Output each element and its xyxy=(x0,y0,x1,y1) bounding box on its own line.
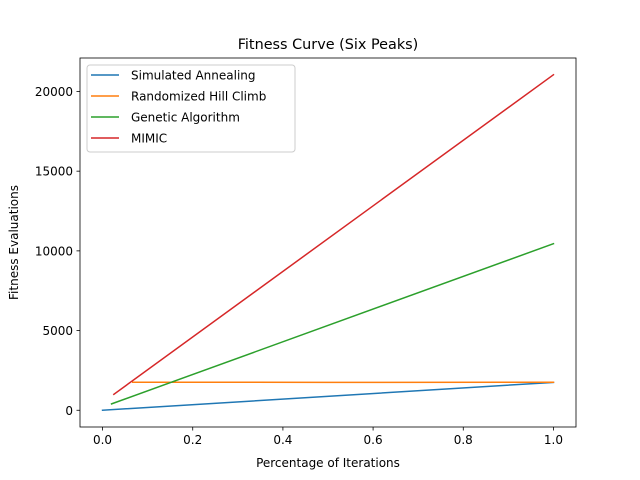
legend-entries: Simulated Annealing Randomized Hill Climb… xyxy=(91,69,266,146)
y-tick-label: 10000 xyxy=(35,244,73,258)
x-tick-label: 0.8 xyxy=(454,433,473,447)
x-axis-ticks: 0.0 0.2 0.4 0.6 0.8 1.0 xyxy=(93,427,563,447)
x-axis-label: Percentage of Iterations xyxy=(256,456,400,470)
legend-label: Simulated Annealing xyxy=(131,69,256,83)
chart-title: Fitness Curve (Six Peaks) xyxy=(238,37,419,53)
legend-label: MIMIC xyxy=(131,132,167,146)
legend-frame xyxy=(86,64,296,153)
plot-lines xyxy=(101,73,555,412)
legend-label: Randomized Hill Climb xyxy=(131,90,266,104)
x-tick-label: 0.4 xyxy=(273,433,292,447)
x-tick-label: 0.0 xyxy=(93,433,112,447)
y-axis-ticks: 0 5000 10000 15000 20000 xyxy=(35,85,80,418)
legend-label: Genetic Algorithm xyxy=(131,111,240,125)
y-tick-label: 5000 xyxy=(42,324,73,338)
series-line-0 xyxy=(101,381,555,412)
plot-frame xyxy=(79,57,577,428)
y-axis-label: Fitness Evaluations xyxy=(7,185,21,300)
x-tick-label: 0.6 xyxy=(364,433,383,447)
y-tick-label: 0 xyxy=(65,404,73,418)
series-line-2 xyxy=(110,242,555,405)
y-tick-label: 15000 xyxy=(35,165,73,179)
x-tick-label: 0.2 xyxy=(183,433,202,447)
x-tick-label: 1.0 xyxy=(544,433,563,447)
legend: Simulated Annealing Randomized Hill Climb… xyxy=(86,64,296,153)
y-tick-label: 20000 xyxy=(35,85,73,99)
series-line-3 xyxy=(112,73,555,396)
